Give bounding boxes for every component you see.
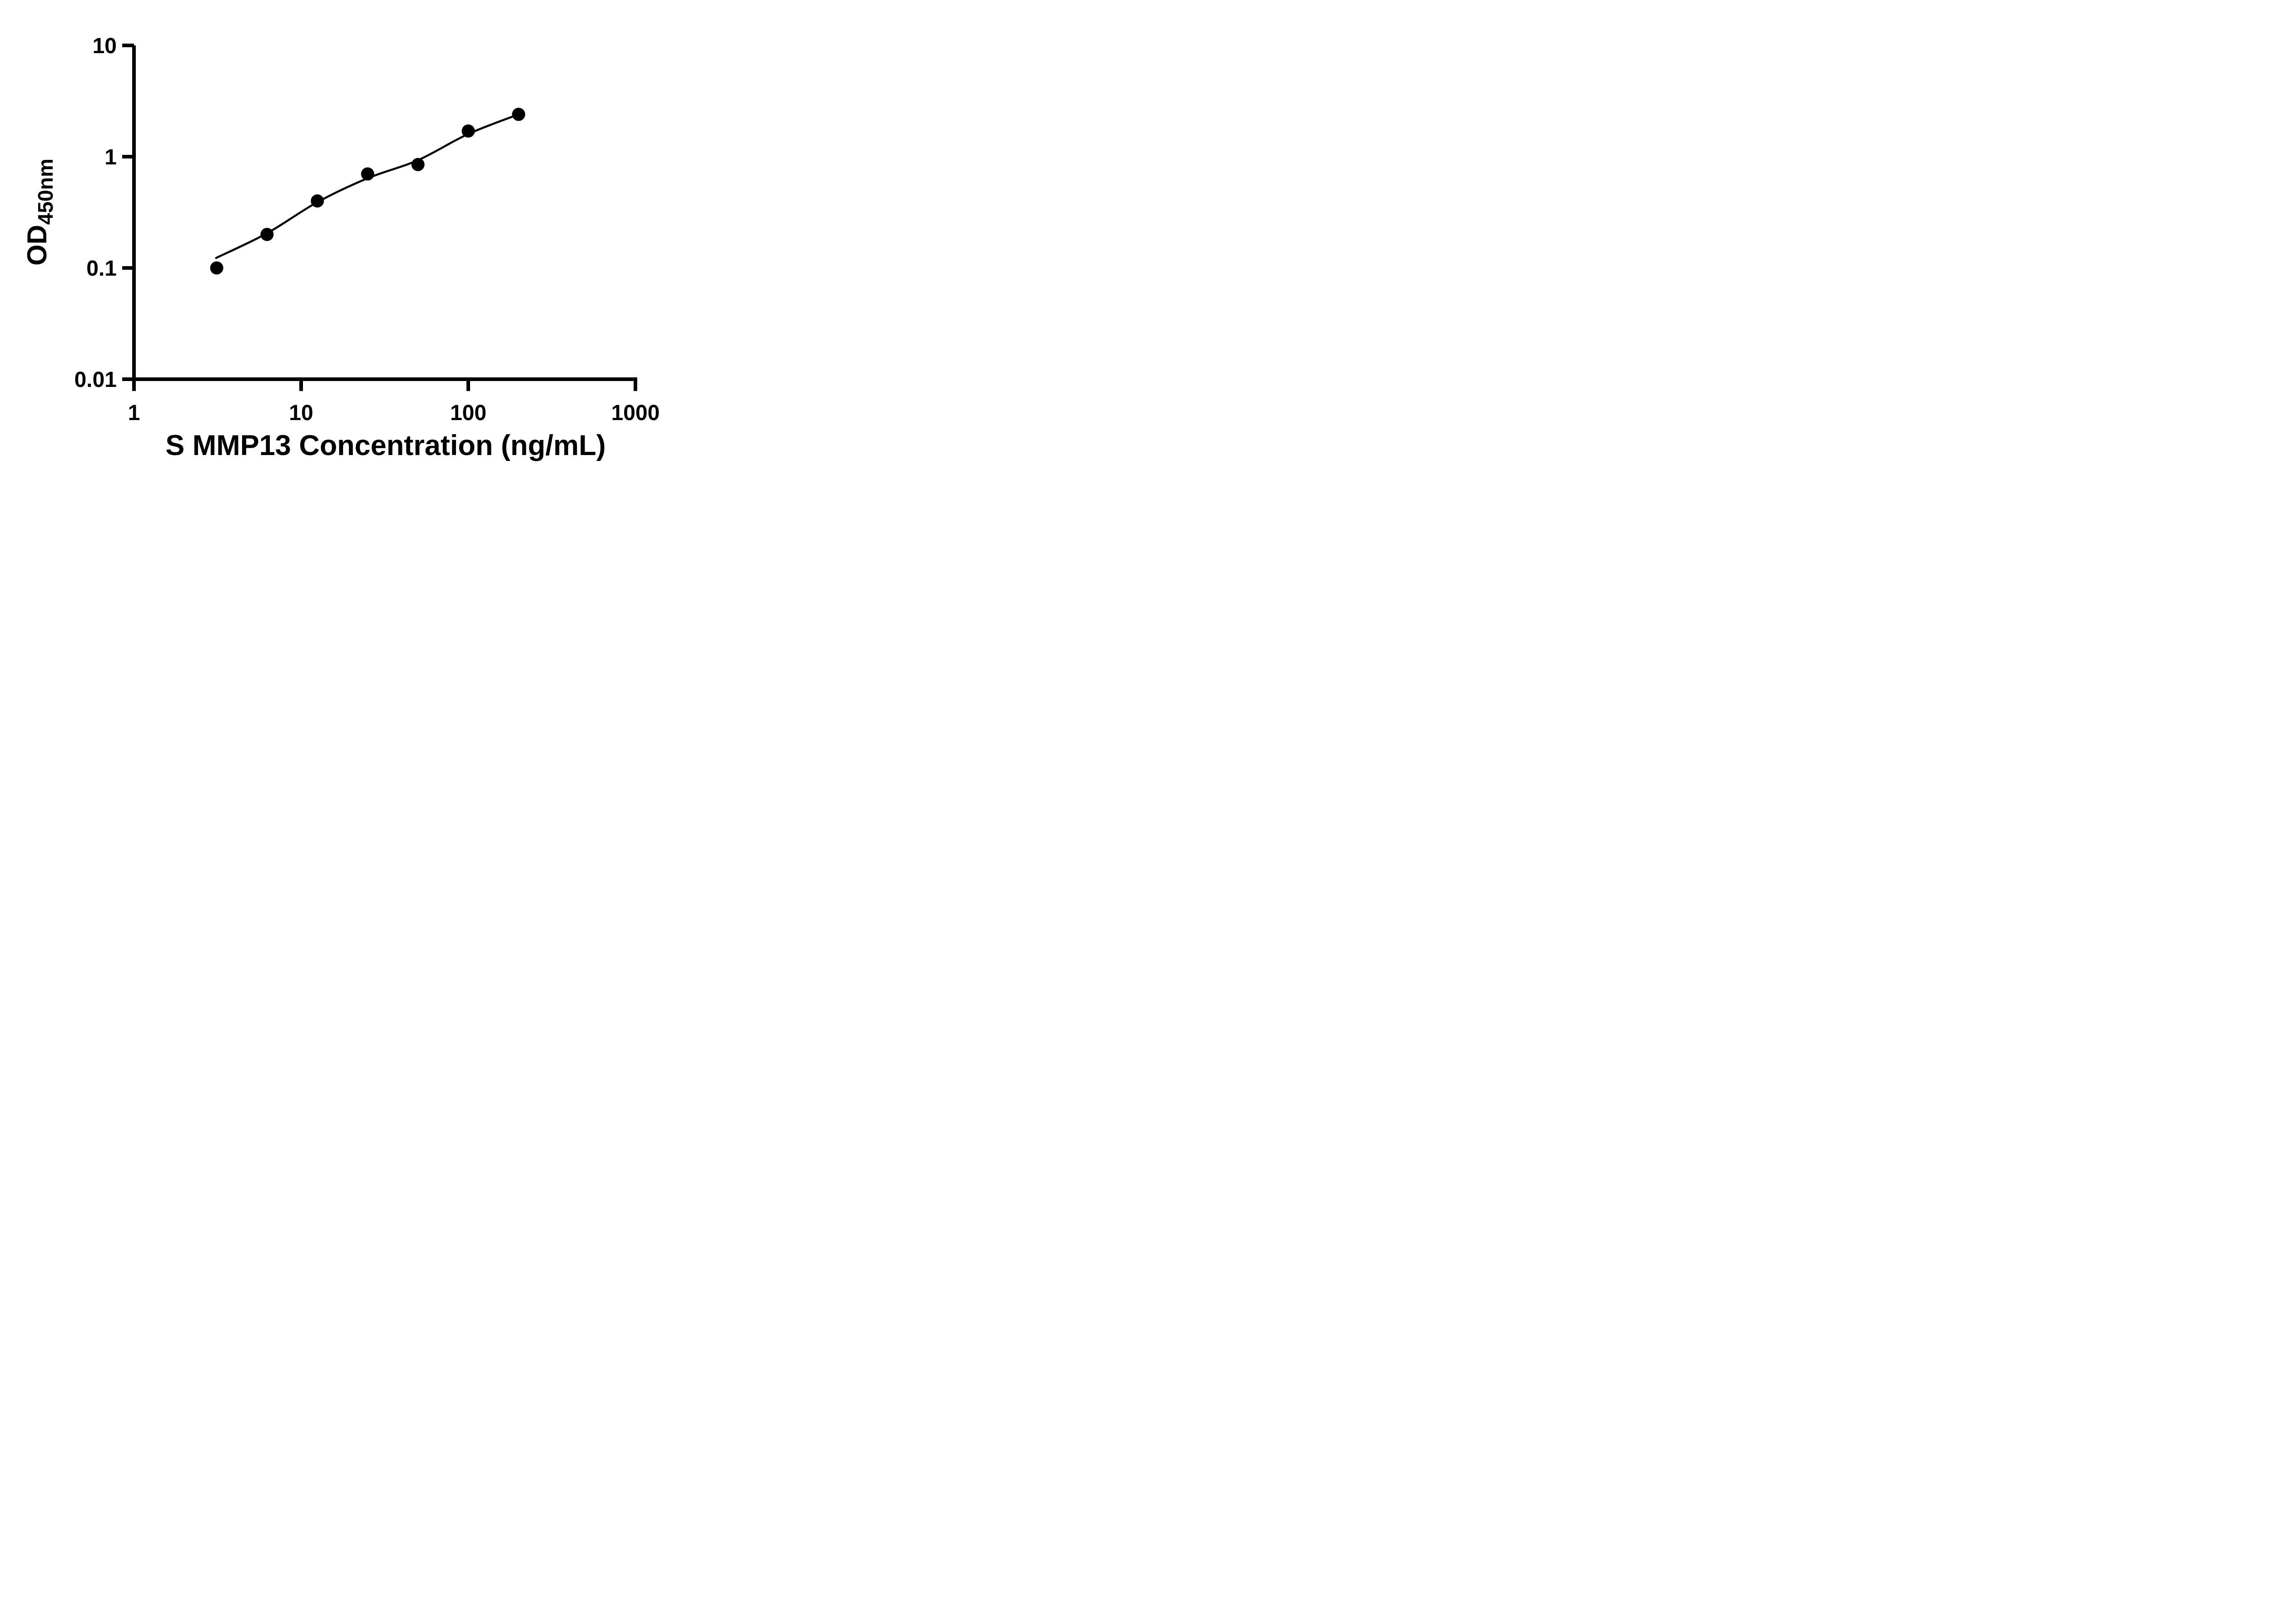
data-point: [260, 228, 274, 241]
y-axis-title-main: OD: [22, 225, 52, 266]
axis-lines: [132, 45, 637, 381]
data-point: [210, 261, 223, 275]
elisa-standard-curve-figure: 1 10 100 1000 0.01 0.1 1 10 S MMP13 Concentrat…: [0, 0, 699, 487]
y-tick-label: 0.01: [74, 368, 117, 392]
y-axis-title: OD450nm: [22, 158, 57, 266]
y-tick-label: 10: [93, 34, 117, 58]
x-tick-label: 1000: [611, 401, 660, 425]
y-axis-tick-labels: 0.01 0.1 1 10: [74, 34, 117, 392]
data-point: [461, 124, 475, 138]
y-tick-label: 0.1: [86, 257, 117, 281]
x-axis-ticks: [132, 379, 637, 391]
x-axis-tick-labels: 1 10 100 1000: [128, 401, 660, 425]
x-tick-label: 1: [128, 401, 140, 425]
data-point: [411, 158, 425, 171]
y-tick-label: 1: [104, 145, 117, 169]
data-point: [311, 194, 324, 208]
x-tick-label: 10: [289, 401, 313, 425]
y-axis-title-sub: 450nm: [34, 158, 57, 225]
data-points: [210, 108, 526, 275]
data-point: [512, 108, 526, 121]
y-axis-ticks: [122, 44, 134, 381]
x-tick-label: 100: [450, 401, 486, 425]
data-point: [361, 167, 374, 181]
x-axis-title: S MMP13 Concentration (ng/mL): [165, 430, 606, 461]
chart-canvas: 1 10 100 1000 0.01 0.1 1 10 S MMP13 Concentrat…: [22, 34, 660, 461]
